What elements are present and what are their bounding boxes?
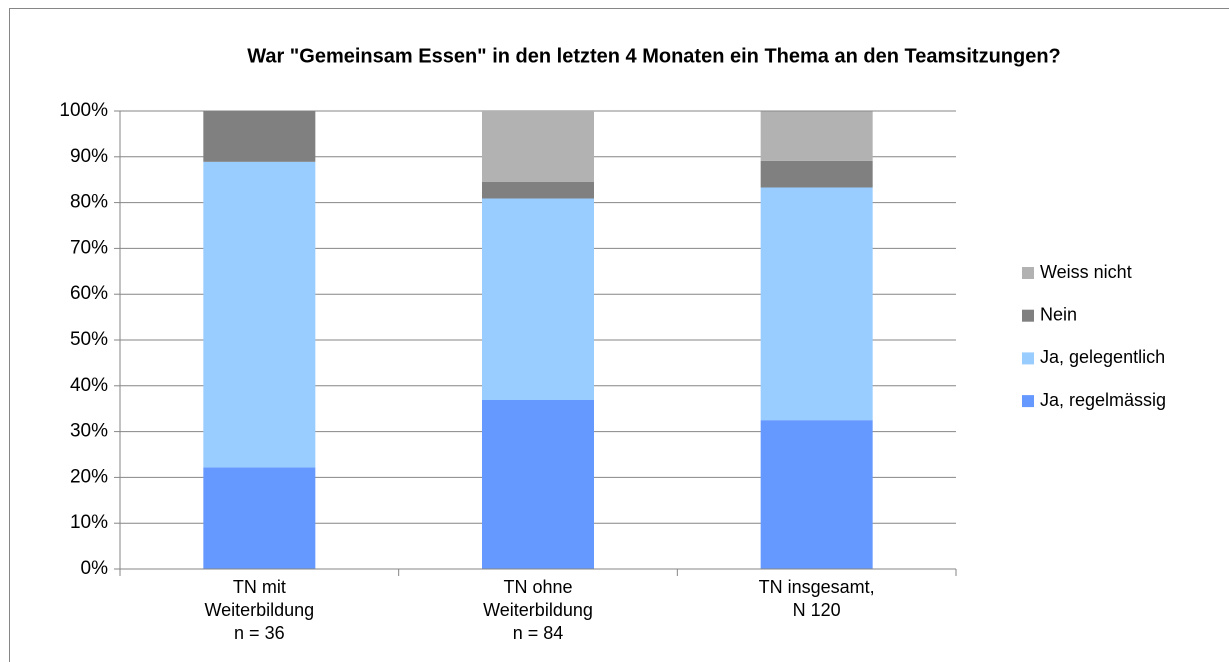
y-tick-label: 80% xyxy=(70,192,108,213)
bar-segment xyxy=(482,181,594,199)
x-tick-label: N 120 xyxy=(793,600,841,620)
y-tick-label: 50% xyxy=(70,329,108,350)
x-tick-label: Weiterbildung xyxy=(483,600,593,620)
y-tick-label: 10% xyxy=(70,512,108,533)
legend-label: Ja, gelegentlich xyxy=(1040,347,1165,367)
chart-frame xyxy=(9,8,1229,662)
x-tick-label: TN ohne xyxy=(503,577,572,597)
y-tick-label: 60% xyxy=(70,283,108,304)
bar-segment xyxy=(203,161,316,468)
bar-segment xyxy=(482,399,594,569)
y-tick-label: 20% xyxy=(70,466,108,487)
x-tick-label: n = 84 xyxy=(513,623,564,643)
legend-label: Nein xyxy=(1040,304,1077,324)
x-tick-label: TN insgesamt, xyxy=(759,577,875,597)
x-tick-label: n = 36 xyxy=(234,623,285,643)
y-tick-label: 70% xyxy=(70,237,108,258)
bar-segment xyxy=(760,187,873,421)
bar-segment xyxy=(760,111,873,161)
x-tick-label: TN mit xyxy=(233,577,286,597)
legend-swatch xyxy=(1022,352,1034,365)
bar-segment xyxy=(482,198,594,400)
bar-segment xyxy=(203,111,316,162)
legend-swatch xyxy=(1022,309,1034,322)
y-tick-label: 90% xyxy=(70,146,108,167)
y-tick-label: 0% xyxy=(81,558,109,579)
legend-swatch xyxy=(1022,267,1034,279)
y-tick-label: 40% xyxy=(70,375,108,396)
bar-segment xyxy=(203,467,316,569)
bar-segment xyxy=(760,160,873,188)
bar-segment xyxy=(760,420,873,569)
legend-swatch xyxy=(1022,395,1034,408)
x-tick-label: Weiterbildung xyxy=(204,600,314,620)
y-tick-label: 30% xyxy=(70,421,108,442)
bar-segment xyxy=(482,111,594,182)
legend-label: Weiss nicht xyxy=(1040,262,1132,282)
legend-label: Ja, regelmässig xyxy=(1040,390,1166,410)
chart-title: War "Gemeinsam Essen" in den letzten 4 M… xyxy=(247,45,1061,67)
y-tick-label: 100% xyxy=(59,100,108,121)
